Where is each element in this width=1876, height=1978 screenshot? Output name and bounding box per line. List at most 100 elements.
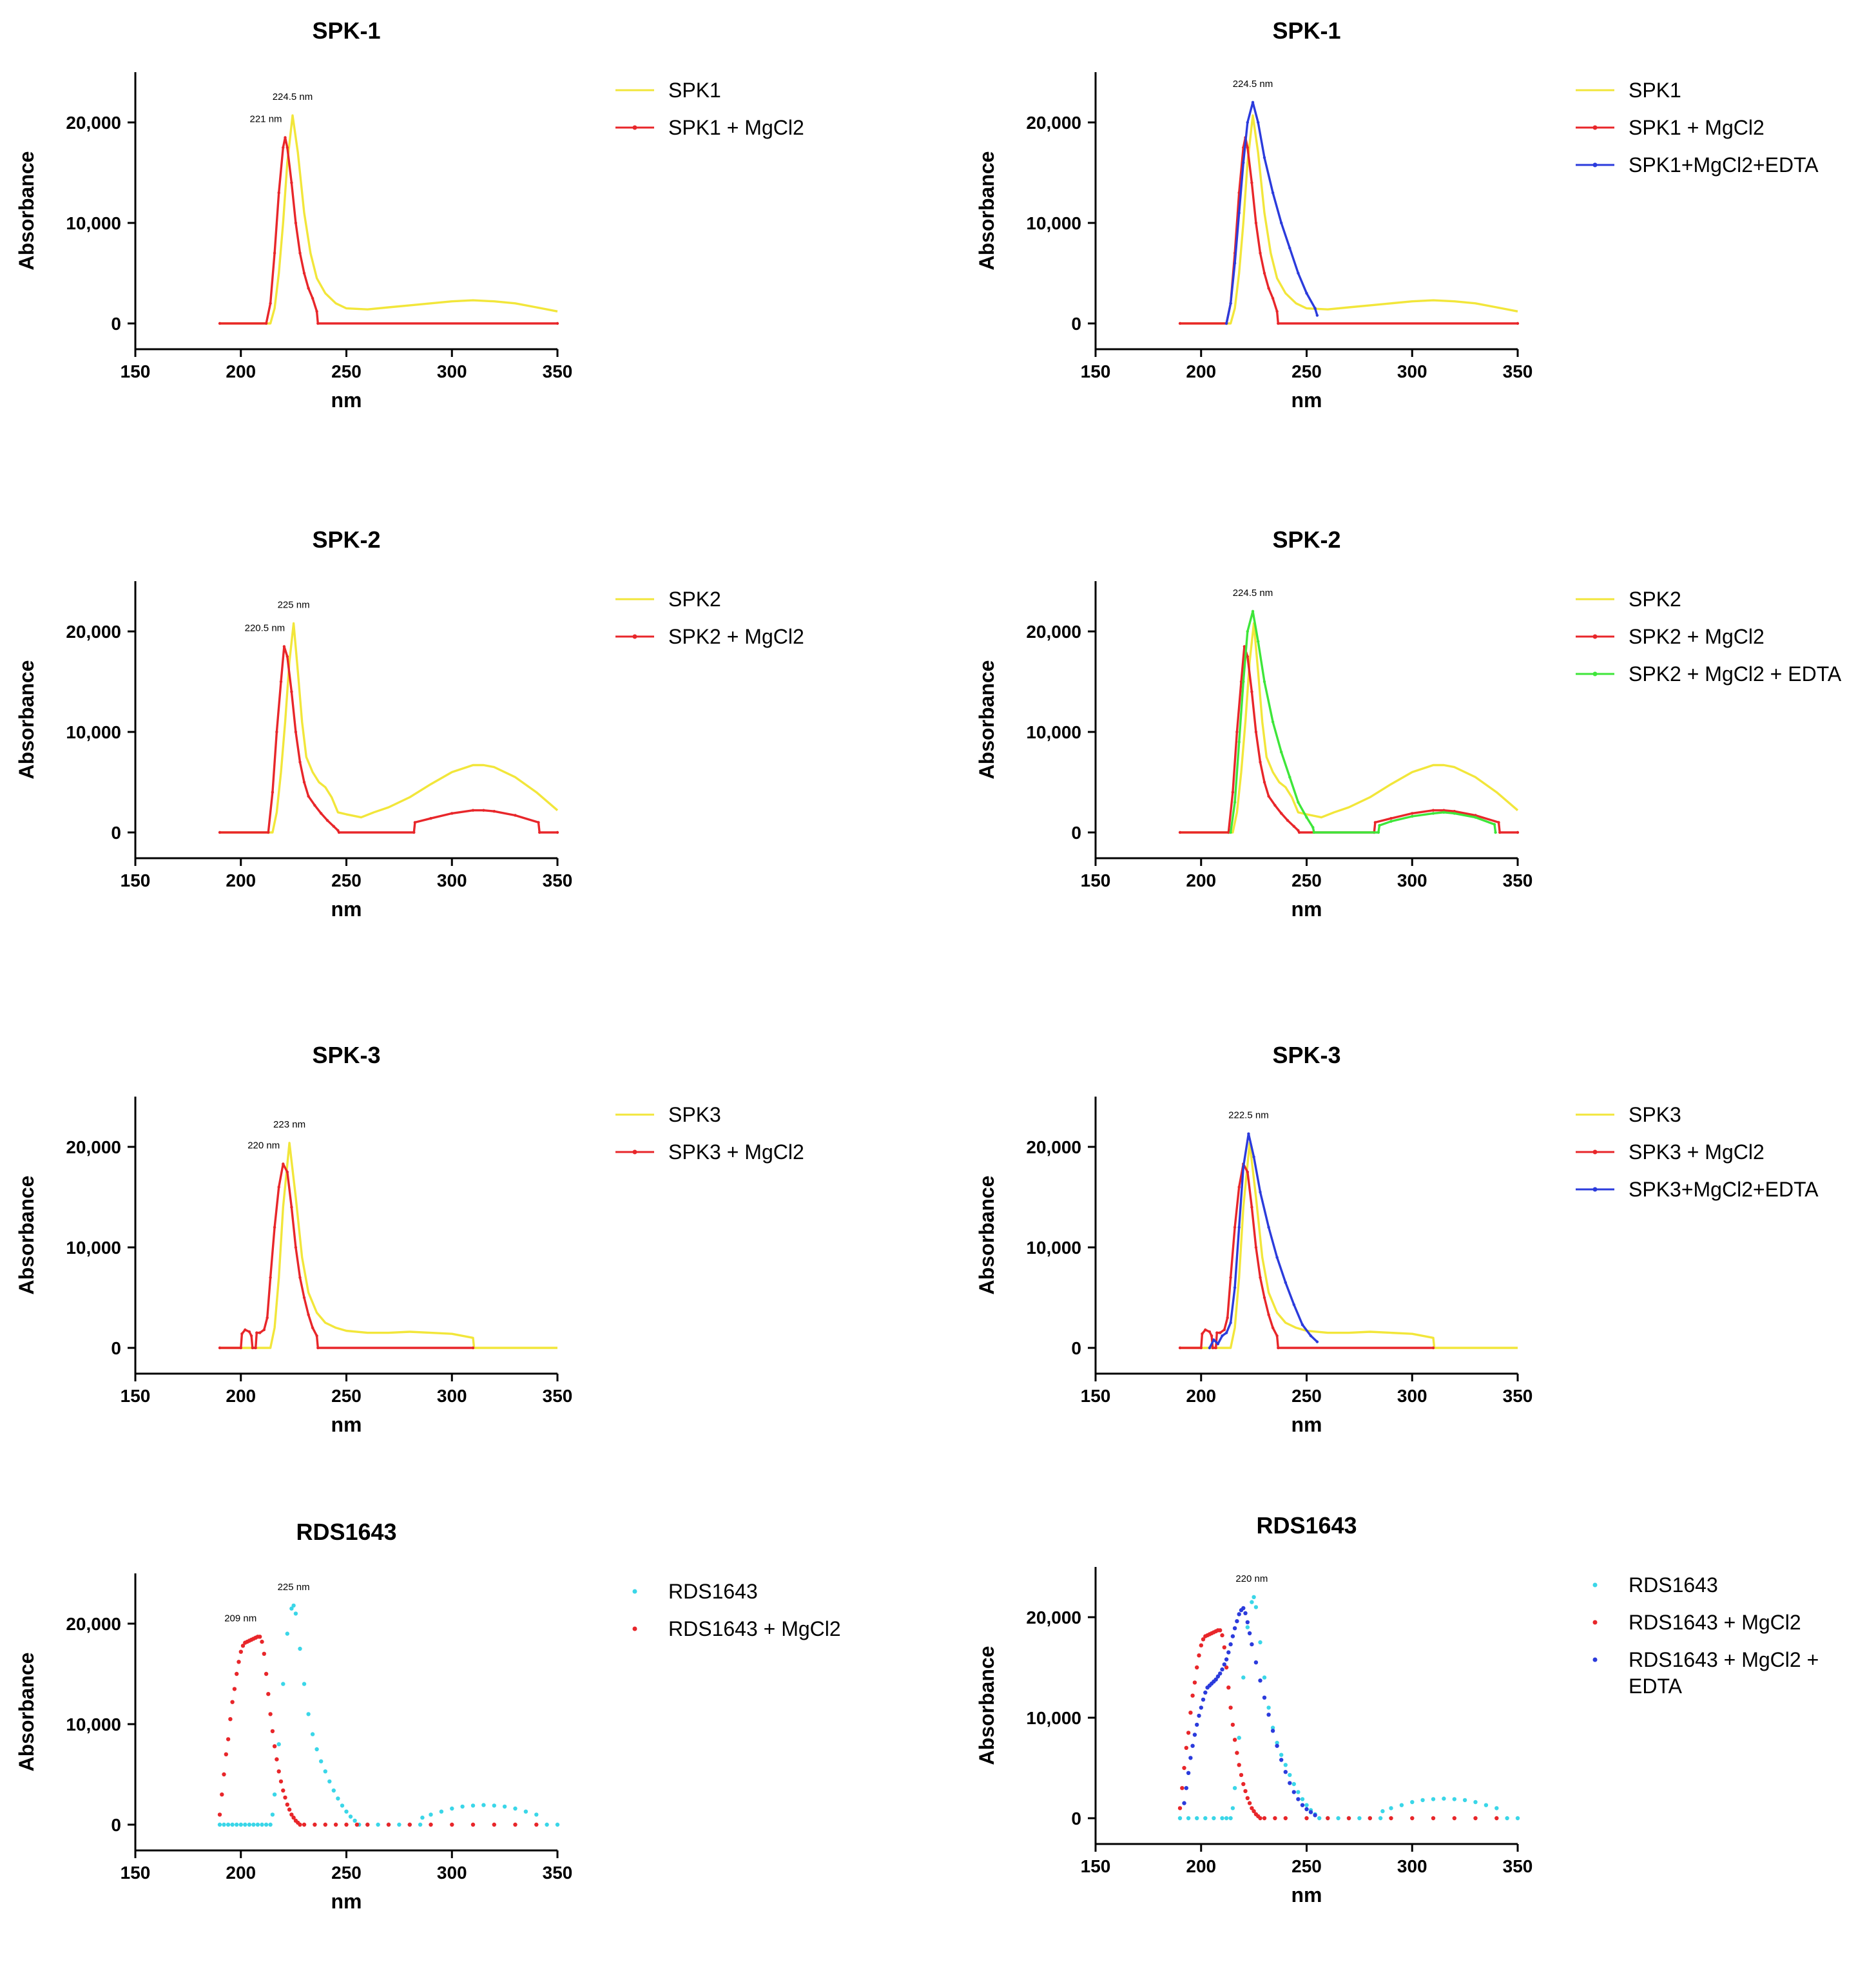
chart-panel-6: SPK-3 150 200 250 300 350 0 10,000 20,000 nm Absor…	[960, 1024, 1876, 1501]
series-1	[220, 114, 558, 325]
data-point	[1452, 1816, 1456, 1821]
data-point	[1442, 809, 1446, 812]
data-point	[1226, 1685, 1231, 1690]
legend-item[interactable]: RDS1643 + MgCl2 + EDTA	[1592, 1648, 1819, 1698]
data-point	[1250, 1806, 1254, 1810]
y-tick-label: 10,000	[66, 722, 121, 742]
legend-item[interactable]: SPK2	[615, 588, 721, 611]
legend-item[interactable]: SPK3 + MgCl2	[615, 1140, 804, 1164]
data-point	[412, 831, 416, 834]
y-tick-label: 20,000	[1026, 1608, 1081, 1628]
data-point	[1283, 1770, 1288, 1774]
chart-title: RDS1643	[1256, 1512, 1357, 1539]
data-point	[307, 1313, 310, 1316]
legend-marker	[632, 125, 637, 130]
legend-item[interactable]: RDS1643 + MgCl2	[1592, 1611, 1801, 1634]
data-point	[1271, 191, 1275, 195]
legend-item[interactable]: SPK1+MgCl2+EDTA	[1576, 153, 1819, 177]
legend-marker	[1592, 1187, 1598, 1192]
legend-item[interactable]: SPK1 + MgCl2	[615, 116, 804, 139]
y-tick-label: 0	[1071, 314, 1081, 334]
data-point	[1233, 801, 1237, 804]
series-line	[1180, 645, 1518, 834]
data-point	[1275, 1334, 1279, 1338]
data-point	[1246, 1170, 1249, 1174]
legend-item[interactable]: RDS1643	[632, 1580, 758, 1603]
data-point	[439, 1809, 444, 1814]
data-point	[285, 655, 289, 658]
legend-item[interactable]: SPK3	[615, 1103, 721, 1126]
data-point	[1420, 1798, 1425, 1803]
data-point	[1245, 1620, 1250, 1624]
data-point	[1243, 645, 1246, 648]
data-point	[1313, 1813, 1317, 1818]
data-point	[1277, 322, 1280, 325]
series-line	[1180, 622, 1519, 834]
data-point	[262, 1651, 266, 1656]
data-point	[315, 310, 318, 313]
data-point	[1453, 812, 1456, 815]
legend-item[interactable]: SPK1 + MgCl2	[1576, 116, 1765, 139]
x-tick-label: 150	[1081, 361, 1111, 381]
data-point	[1251, 101, 1255, 104]
data-point	[282, 645, 286, 648]
data-point	[1516, 831, 1520, 834]
data-point	[311, 1326, 314, 1329]
data-point	[407, 1822, 412, 1827]
legend-item[interactable]: SPK2 + MgCl2	[615, 625, 804, 648]
x-tick-label: 200	[1186, 1856, 1216, 1876]
data-point	[1197, 1713, 1201, 1718]
data-point	[1245, 1625, 1250, 1629]
data-point	[1431, 809, 1435, 812]
data-point	[298, 251, 302, 254]
data-point	[1235, 730, 1239, 734]
data-point	[538, 831, 541, 834]
y-tick-label: 20,000	[66, 1614, 121, 1634]
data-point	[311, 296, 314, 300]
data-point	[244, 1328, 247, 1332]
legend-item[interactable]: SPK3	[1576, 1103, 1681, 1126]
data-point	[323, 1822, 327, 1827]
data-point	[298, 1646, 302, 1651]
data-point	[307, 287, 310, 290]
data-point	[481, 1803, 486, 1807]
data-point	[1262, 780, 1266, 784]
data-point	[1233, 1225, 1237, 1229]
legend-item[interactable]: SPK2 + MgCl2	[1576, 625, 1765, 648]
data-point	[1190, 1743, 1195, 1748]
data-point	[1309, 1334, 1313, 1338]
data-point	[534, 1822, 539, 1827]
legend-item[interactable]: RDS1643	[1592, 1573, 1718, 1597]
peak-annotation: 224.5 nm	[1233, 588, 1273, 599]
data-point	[269, 302, 272, 305]
data-point	[1186, 1816, 1191, 1821]
data-point	[336, 1796, 340, 1801]
data-point	[513, 1806, 517, 1811]
legend-item[interactable]: SPK3 + MgCl2	[1576, 1140, 1765, 1164]
data-point	[294, 221, 298, 225]
x-tick-label: 200	[226, 1386, 256, 1406]
legend-label: SPK2 + MgCl2	[668, 625, 804, 648]
data-point	[1242, 1166, 1245, 1169]
data-point	[344, 1809, 349, 1814]
legend-item[interactable]: RDS1643 + MgCl2	[632, 1617, 841, 1640]
y-tick-label: 0	[1071, 1809, 1081, 1829]
legend-item[interactable]: SPK3+MgCl2+EDTA	[1576, 1178, 1819, 1201]
legend-item[interactable]: SPK2	[1576, 588, 1681, 611]
data-point	[238, 1649, 243, 1654]
data-point	[272, 1744, 277, 1749]
data-point	[1201, 1697, 1206, 1702]
data-point	[1184, 1745, 1188, 1750]
legend-item[interactable]: SPK1	[615, 79, 721, 102]
data-point	[1178, 322, 1182, 325]
x-tick-label: 200	[1186, 361, 1216, 381]
x-axis-label: nm	[331, 898, 362, 921]
data-point	[1280, 812, 1283, 815]
data-point	[418, 1822, 423, 1827]
legend-item[interactable]: SPK2 + MgCl2 + EDTA	[1576, 662, 1842, 686]
data-point	[1292, 1303, 1295, 1307]
data-point	[293, 1611, 298, 1616]
data-point	[1254, 730, 1258, 734]
data-point	[277, 1186, 280, 1189]
legend-item[interactable]: SPK1	[1576, 79, 1681, 102]
